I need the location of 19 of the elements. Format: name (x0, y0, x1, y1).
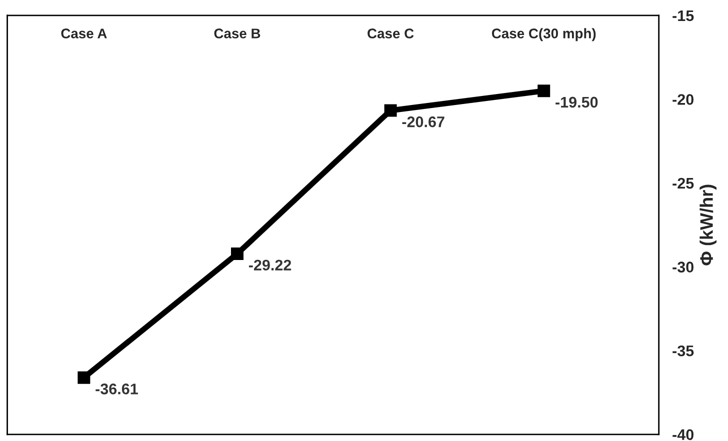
y-tick-label: -15 (672, 10, 694, 22)
data-label: -36.61 (96, 384, 138, 394)
x-tick-label: Case B (214, 28, 260, 38)
x-tick-label: Case C (368, 28, 414, 38)
y-tick-label: -35 (672, 345, 694, 356)
point (230, 247, 244, 260)
point (384, 104, 397, 117)
point (538, 84, 550, 98)
data-label: -19.50 (556, 96, 598, 108)
data-label: -29.22 (248, 260, 292, 271)
data-label: -20.67 (402, 116, 444, 128)
y-tick-label: -40 (672, 429, 694, 440)
y-tick-label: -30 (672, 262, 694, 273)
x-tick-label: Case A (61, 28, 107, 38)
y-tick-label: -20 (672, 94, 694, 105)
x-tick-label: Case C(30 mph) (492, 28, 596, 42)
y-axis-title: Φ (kW/hr) (700, 184, 716, 266)
point (78, 371, 90, 384)
y-tick-label: -25 (672, 178, 694, 189)
